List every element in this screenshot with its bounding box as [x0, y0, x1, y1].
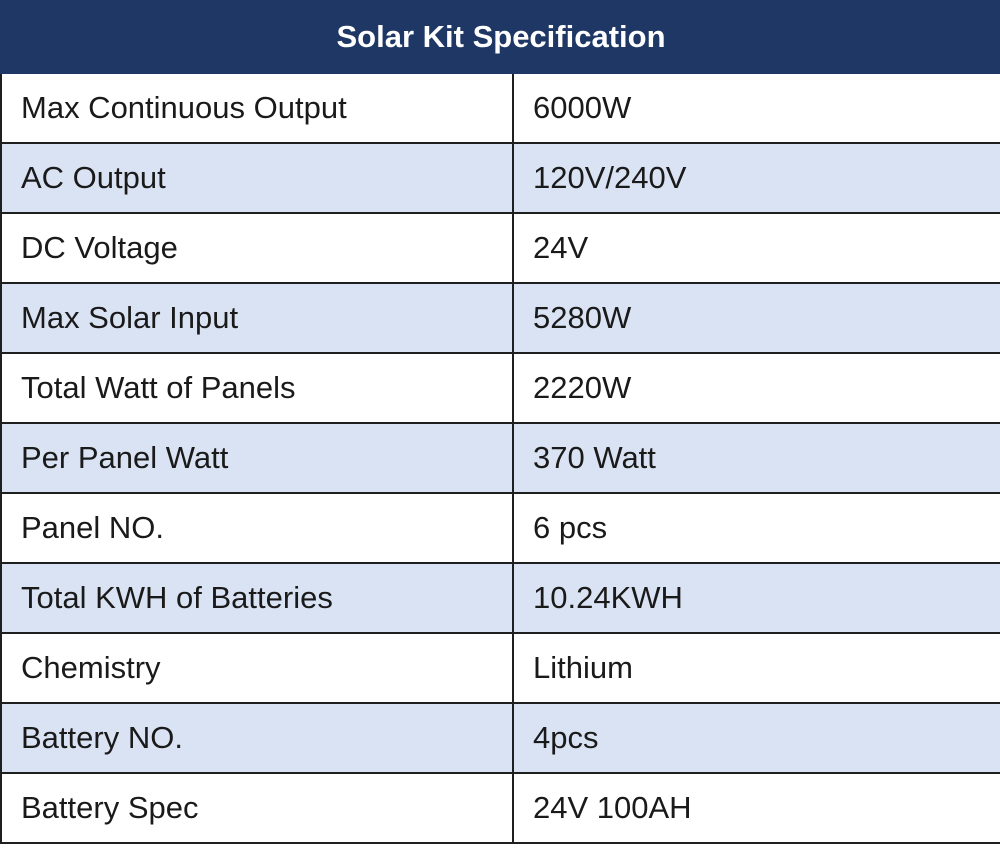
table-row: Max Continuous Output 6000W: [0, 72, 1000, 144]
table-row: Per Panel Watt 370 Watt: [0, 422, 1000, 494]
table-header-row: Solar Kit Specification: [0, 0, 1000, 74]
table-title: Solar Kit Specification: [0, 0, 1000, 74]
spec-value: 10.24KWH: [511, 562, 1000, 634]
spec-label: Total KWH of Batteries: [0, 562, 514, 634]
table-row: Chemistry Lithium: [0, 632, 1000, 704]
spec-label: Battery Spec: [0, 772, 514, 844]
spec-value: 5280W: [511, 282, 1000, 354]
spec-value: 24V: [511, 212, 1000, 284]
spec-value: 370 Watt: [511, 422, 1000, 494]
table-row: Panel NO. 6 pcs: [0, 492, 1000, 564]
spec-table: Solar Kit Specification Max Continuous O…: [0, 0, 1000, 844]
spec-value: 4pcs: [511, 702, 1000, 774]
table-row: Total Watt of Panels 2220W: [0, 352, 1000, 424]
spec-value: 6000W: [511, 72, 1000, 144]
spec-label: Battery NO.: [0, 702, 514, 774]
spec-value: 24V 100AH: [511, 772, 1000, 844]
table-row: Total KWH of Batteries 10.24KWH: [0, 562, 1000, 634]
table-row: Battery NO. 4pcs: [0, 702, 1000, 774]
table-row: Battery Spec 24V 100AH: [0, 772, 1000, 844]
spec-label: Chemistry: [0, 632, 514, 704]
table-row: AC Output 120V/240V: [0, 142, 1000, 214]
spec-label: DC Voltage: [0, 212, 514, 284]
spec-value: Lithium: [511, 632, 1000, 704]
spec-label: Per Panel Watt: [0, 422, 514, 494]
table-row: Max Solar Input 5280W: [0, 282, 1000, 354]
spec-value: 6 pcs: [511, 492, 1000, 564]
spec-label: Panel NO.: [0, 492, 514, 564]
spec-label: Total Watt of Panels: [0, 352, 514, 424]
spec-label: Max Continuous Output: [0, 72, 514, 144]
table-row: DC Voltage 24V: [0, 212, 1000, 284]
spec-value: 120V/240V: [511, 142, 1000, 214]
spec-label: AC Output: [0, 142, 514, 214]
spec-value: 2220W: [511, 352, 1000, 424]
spec-label: Max Solar Input: [0, 282, 514, 354]
